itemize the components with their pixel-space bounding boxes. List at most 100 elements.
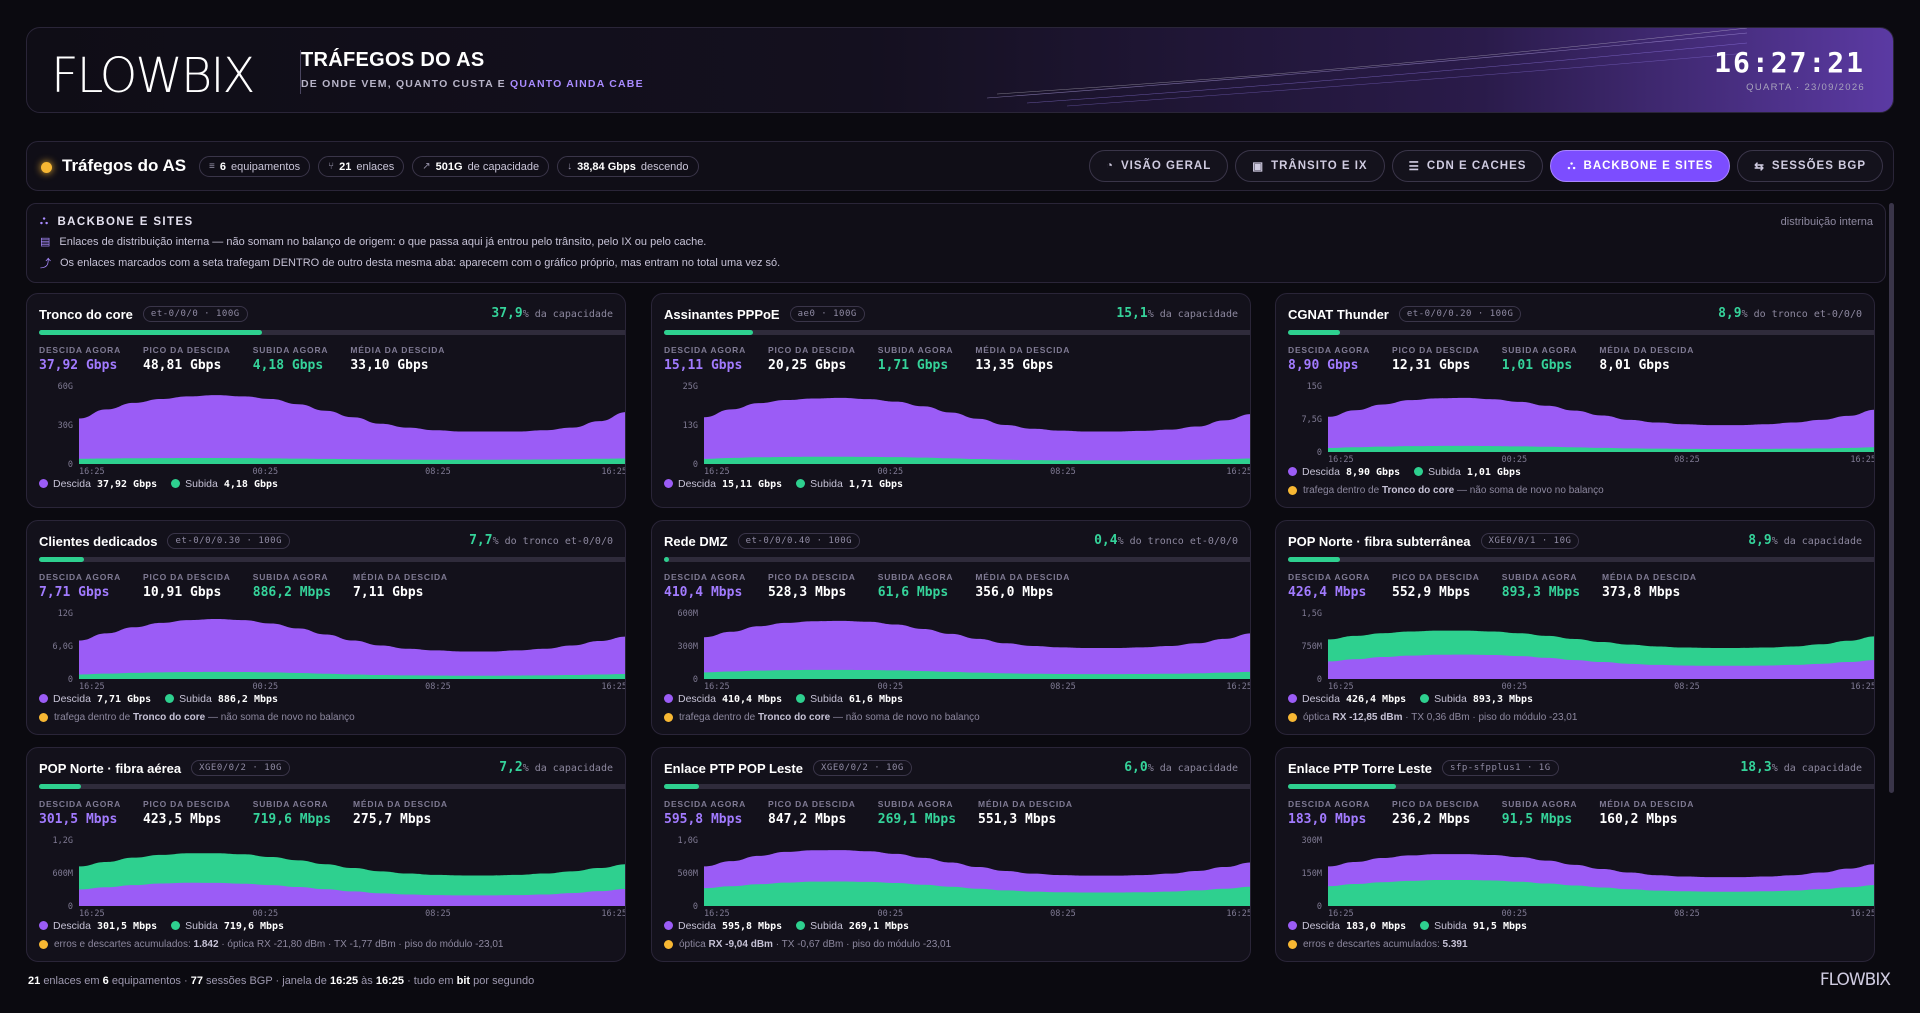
tab-vis-o-geral[interactable]: ◔ VISÃO GERAL: [1089, 150, 1229, 182]
stat-value: 373,8 Mbps: [1602, 585, 1681, 600]
note-pre: trafega dentro de: [679, 712, 758, 723]
tab-icon: ◔: [1106, 160, 1114, 172]
stat: DESCIDA AGORA 426,4 Mbps: [1288, 572, 1370, 600]
area-chart: 25G 13G 0 16:25 00:25 08:25 16:25: [683, 382, 1250, 477]
legend-value: 8,90 Gbps: [1345, 467, 1401, 478]
x-tick-label: 16:25: [601, 682, 626, 689]
utilization-bar: [39, 557, 625, 562]
legend-label: Subida: [185, 478, 218, 490]
utilization-bar: [1288, 557, 1874, 562]
y-tick-label: 0: [1317, 448, 1322, 458]
x-tick-label: 00:25: [878, 467, 904, 474]
stat-label: SUBIDA AGORA: [877, 572, 954, 582]
utilization-bar-fill: [39, 330, 262, 335]
y-tick-label: 7,5G: [1302, 415, 1322, 425]
legend-label: Subida: [185, 920, 218, 932]
interface-badge: sfp-sfpplus1 · 1G: [1442, 760, 1559, 776]
note-pre: trafega dentro de: [54, 712, 133, 723]
utilization-bar-fill: [1288, 784, 1396, 789]
stat-value: 893,3 Mbps: [1501, 585, 1581, 600]
tab-sess-es-bgp[interactable]: ⇆ SESSÕES BGP: [1737, 150, 1883, 182]
legend-dot-icon: [664, 694, 673, 703]
descida-area: [79, 882, 625, 906]
stat-value: 12,31 Gbps: [1392, 358, 1471, 373]
tab-tr-nsito-e-ix[interactable]: ▣ TRÂNSITO E IX: [1235, 150, 1385, 182]
chart-legend: Descida 183,0 Mbps Subida 91,5 Mbps: [1288, 920, 1527, 932]
stat-label: SUBIDA AGORA: [1501, 799, 1578, 809]
x-tick-label: 00:25: [1502, 682, 1528, 689]
link-name: Assinantes PPPoE: [664, 306, 780, 322]
subida-area: [704, 669, 1250, 679]
warning-icon: [664, 940, 673, 949]
card-title: Tronco do core et-0/0/0 · 100G: [39, 306, 248, 322]
utilization-value: 7,7: [469, 533, 493, 548]
link-name: Clientes dedicados: [39, 533, 158, 549]
area-chart: 60G 30G 0 16:25 00:25 08:25 16:25: [58, 382, 625, 477]
utilization-bar-fill: [664, 557, 669, 562]
stat-value: 847,2 Mbps: [768, 812, 847, 827]
stats-row: DESCIDA AGORA 8,90 Gbps PICO DA DESCIDA 12,…: [1288, 345, 1694, 373]
note-bold: RX -12,85 dBm: [1332, 712, 1403, 723]
summary-chip: ⑂ 21 enlaces: [318, 156, 405, 177]
note-bold: 1.842: [193, 939, 219, 950]
legend-value: 886,2 Mbps: [217, 694, 279, 705]
server-icon: ▤: [40, 236, 51, 248]
y-tick-label: 30G: [58, 421, 73, 431]
y-tick-label: 0: [693, 460, 698, 470]
chip-label: enlaces: [356, 160, 395, 173]
stat: SUBIDA AGORA 4,18 Gbps: [253, 345, 329, 373]
legend-label: Descida: [53, 920, 91, 932]
tab-backbone-e-sites[interactable]: ⛬ BACKBONE E SITES: [1550, 150, 1731, 182]
descida-area: [704, 620, 1250, 679]
stat: SUBIDA AGORA 1,71 Gbps: [878, 345, 954, 373]
link-card: Assinantes PPPoE ae0 · 100G 15,1% da capac…: [651, 293, 1251, 508]
legend-dot-icon: [664, 921, 673, 930]
stat-label: MÉDIA DA DESCIDA: [975, 345, 1071, 355]
stat-value: 183,0 Mbps: [1288, 812, 1367, 827]
stat: DESCIDA AGORA 183,0 Mbps: [1288, 799, 1370, 827]
card-note: óptica RX -12,85 dBm · TX 0,36 dBm · pis…: [1288, 712, 1577, 723]
footer-equipment-count: 6: [102, 975, 109, 987]
stat-value: 410,4 Mbps: [664, 585, 743, 600]
legend-dot-icon: [1288, 921, 1297, 930]
tab-icon: ⇆: [1754, 161, 1765, 173]
stat-value: 13,35 Gbps: [975, 358, 1054, 373]
stat: MÉDIA DA DESCIDA 160,2 Mbps: [1599, 799, 1694, 827]
x-tick-label: 16:25: [79, 467, 105, 474]
legend-value: 426,4 Mbps: [1345, 694, 1407, 705]
legend-value: 893,3 Mbps: [1472, 694, 1534, 705]
view-tabs: ◔ VISÃO GERAL ▣ TRÂNSITO E IX ☰ CDN E CACHES ⛬…: [1089, 150, 1883, 182]
footer-links-count: 21: [28, 975, 41, 987]
y-tick-label: 0: [68, 902, 73, 912]
utilization: 7,2% da capacidade: [499, 760, 613, 775]
x-tick-label: 16:25: [704, 467, 730, 474]
x-tick-label: 16:25: [704, 682, 730, 689]
stat-value: 48,81 Gbps: [143, 358, 222, 373]
stat-value: 423,5 Mbps: [143, 812, 222, 827]
tab-cdn-e-caches[interactable]: ☰ CDN E CACHES: [1391, 150, 1544, 182]
link-name: Enlace PTP Torre Leste: [1288, 760, 1433, 776]
traffic-chart: 1,2G 600M 0 16:25 00:25 08:25 16:25: [39, 836, 625, 919]
stat: SUBIDA AGORA 1,01 Gbps: [1502, 345, 1578, 373]
link-name: CGNAT Thunder: [1288, 306, 1389, 322]
subida-area: [704, 881, 1250, 906]
utilization-bar: [1288, 784, 1874, 789]
stat-label: PICO DA DESCIDA: [143, 572, 231, 582]
stat-label: SUBIDA AGORA: [1501, 345, 1578, 355]
legend-dot-icon: [796, 694, 806, 703]
legend-dot-icon: [796, 479, 806, 488]
stat: SUBIDA AGORA 719,6 Mbps: [253, 799, 331, 827]
info-line-2: ⤴ Os enlaces marcados com a seta trafega…: [40, 255, 780, 271]
x-tick-label: 16:25: [1328, 682, 1354, 689]
utilization: 0,4% do tronco et-0/0/0: [1094, 533, 1238, 548]
legend-descida: Descida 410,4 Mbps: [664, 693, 782, 705]
stat: DESCIDA AGORA 595,8 Mbps: [664, 799, 746, 827]
utilization: 8,9% da capacidade: [1748, 533, 1862, 548]
chip-label: equipamentos: [230, 160, 301, 173]
stats-row: DESCIDA AGORA 183,0 Mbps PICO DA DESCIDA 23…: [1288, 799, 1694, 827]
utilization-value: 7,2: [499, 760, 523, 775]
warning-icon: [39, 713, 48, 722]
stat: SUBIDA AGORA 91,5 Mbps: [1502, 799, 1578, 827]
scrollbar[interactable]: [1889, 203, 1894, 793]
stat-value: 275,7 Mbps: [353, 812, 432, 827]
